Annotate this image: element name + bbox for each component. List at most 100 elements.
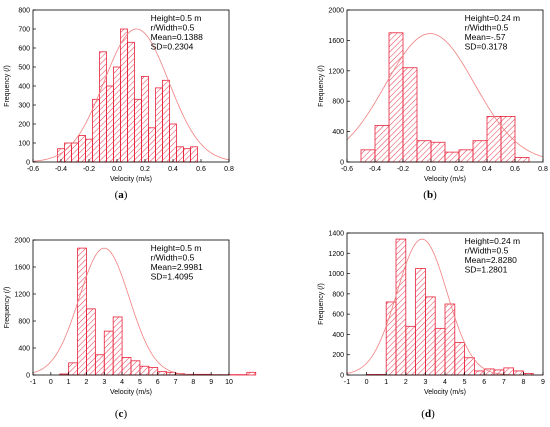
x-tick-label: 7 bbox=[502, 379, 506, 386]
x-tick-label: 10 bbox=[225, 379, 233, 386]
histogram-bar bbox=[464, 357, 475, 376]
histogram-bar bbox=[360, 149, 376, 163]
histogram-bar bbox=[112, 316, 123, 376]
histogram-bar bbox=[434, 327, 446, 376]
plot-frame bbox=[32, 239, 230, 376]
histogram-bar bbox=[92, 98, 100, 163]
x-tick-label: 0 bbox=[365, 379, 369, 386]
histogram-bar bbox=[86, 308, 96, 376]
y-tick-label: 1600 bbox=[14, 265, 30, 272]
panel-caption: (d) bbox=[421, 408, 435, 420]
x-tick-label: 8 bbox=[521, 379, 525, 386]
histogram-bar bbox=[395, 238, 407, 376]
histogram-bar bbox=[454, 342, 465, 376]
histogram-bar bbox=[127, 41, 135, 163]
x-tick-label: 0.2 bbox=[454, 166, 464, 173]
x-tick-label: -0.4 bbox=[55, 166, 67, 173]
stats-annotation: SD=0.2304 bbox=[151, 42, 194, 52]
y-tick-label: 400 bbox=[18, 346, 30, 353]
histogram-bar bbox=[513, 370, 524, 376]
x-tick-label: 2 bbox=[404, 379, 408, 386]
stats-annotation: r/Width=0.5 bbox=[151, 253, 195, 263]
panel-caption: (a) bbox=[115, 189, 128, 201]
x-tick-label: 0.2 bbox=[140, 166, 150, 173]
y-tick-label: 1400 bbox=[328, 231, 344, 238]
stats-annotation: Mean=2.9981 bbox=[151, 262, 203, 272]
histogram-bar bbox=[141, 76, 149, 163]
y-tick-label: 800 bbox=[18, 8, 30, 15]
stats-annotation: Mean=2.8280 bbox=[465, 255, 517, 265]
y-tick-label: 0 bbox=[26, 373, 30, 380]
y-tick-label: 800 bbox=[18, 319, 30, 326]
y-tick-label: 400 bbox=[332, 332, 344, 339]
histogram-bar bbox=[120, 28, 128, 163]
x-tick-label: -0.6 bbox=[341, 166, 353, 173]
y-axis-label: Frequency (/) bbox=[318, 65, 325, 107]
histogram-bar bbox=[444, 151, 460, 163]
x-tick-label: 9 bbox=[209, 379, 213, 386]
histogram-panel: -0.6 -0.4 -0.2 0.0 0.2 0.4 0.6 0.8 0 400 800 1200 16… bbox=[318, 8, 548, 202]
y-tick-label: 800 bbox=[332, 291, 344, 298]
histogram-bar bbox=[444, 303, 456, 376]
histogram-panel: -1 0 1 2 3 4 5 6 7 8 90200400600800100012001400Vel… bbox=[318, 231, 545, 421]
x-tick-label: 0.8 bbox=[538, 166, 548, 173]
y-tick-label: 800 bbox=[332, 99, 344, 106]
histogram-bar bbox=[85, 138, 93, 163]
y-tick-label: 1200 bbox=[328, 251, 344, 258]
y-axis-label: Frequency (/) bbox=[4, 65, 11, 107]
histogram-panel: -1 0 1 2 3 4 5 6 7 8 9 100400800120016002000Velocit… bbox=[4, 238, 257, 420]
stats-annotation: r/Width=0.5 bbox=[151, 23, 195, 33]
x-tick-label: 4 bbox=[120, 379, 124, 386]
y-tick-label: 400 bbox=[18, 84, 30, 91]
histogram-bar bbox=[77, 247, 87, 376]
stats-annotation: Height=0.24 m bbox=[465, 236, 521, 246]
histogram-bar bbox=[415, 268, 426, 376]
stats-annotation: SD=1.4095 bbox=[151, 272, 194, 282]
y-tick-label: 300 bbox=[18, 103, 30, 110]
histogram-bar bbox=[157, 371, 168, 376]
histogram-bar bbox=[385, 301, 397, 376]
x-axis-label: Velocity (m/s) bbox=[424, 176, 466, 183]
x-tick-label: -0.2 bbox=[83, 166, 95, 173]
x-tick-label: 9 bbox=[541, 379, 545, 386]
y-tick-label: 1200 bbox=[328, 68, 344, 75]
x-tick-label: 3 bbox=[102, 379, 106, 386]
histogram-bar bbox=[148, 367, 159, 376]
histogram-bar bbox=[388, 32, 404, 163]
y-axis-label: Frequency (/) bbox=[4, 287, 11, 329]
plot-frame bbox=[346, 9, 544, 163]
x-tick-label: 3 bbox=[423, 379, 427, 386]
histogram-bar bbox=[374, 125, 390, 163]
histogram-bar bbox=[148, 127, 156, 163]
x-axis-label: Velocity (m/s) bbox=[110, 176, 152, 183]
histogram-bar bbox=[113, 66, 121, 163]
x-tick-label: 5 bbox=[138, 379, 142, 386]
x-tick-label: -0.6 bbox=[27, 166, 39, 173]
stats-annotation: Height=0.5 m bbox=[151, 243, 202, 253]
histogram-bar bbox=[78, 134, 86, 163]
histogram-bar bbox=[472, 140, 488, 163]
panel-caption: (c) bbox=[115, 408, 128, 420]
x-axis-label: Velocity (m/s) bbox=[424, 389, 466, 396]
y-tick-label: 600 bbox=[332, 312, 344, 319]
histogram-bar bbox=[130, 360, 141, 376]
y-tick-label: 1600 bbox=[328, 38, 344, 45]
stats-annotation: SD=1.2801 bbox=[465, 265, 508, 275]
x-tick-label: 0.4 bbox=[168, 166, 178, 173]
histogram-bar bbox=[246, 371, 257, 376]
histogram-bar bbox=[155, 87, 163, 163]
histogram-bar bbox=[405, 325, 416, 376]
histogram-bar bbox=[430, 141, 446, 163]
histogram-bar bbox=[99, 51, 107, 163]
histogram-bar bbox=[94, 354, 105, 376]
stats-annotation: Mean=-.57 bbox=[465, 32, 506, 42]
x-tick-label: 8 bbox=[191, 379, 195, 386]
histogram-bar bbox=[139, 365, 150, 376]
y-tick-label: 400 bbox=[332, 129, 344, 136]
histogram-bar bbox=[183, 148, 191, 163]
x-tick-label: 7 bbox=[174, 379, 178, 386]
x-tick-label: 0.6 bbox=[510, 166, 520, 173]
x-tick-label: 6 bbox=[482, 379, 486, 386]
x-tick-label: 5 bbox=[463, 379, 467, 386]
